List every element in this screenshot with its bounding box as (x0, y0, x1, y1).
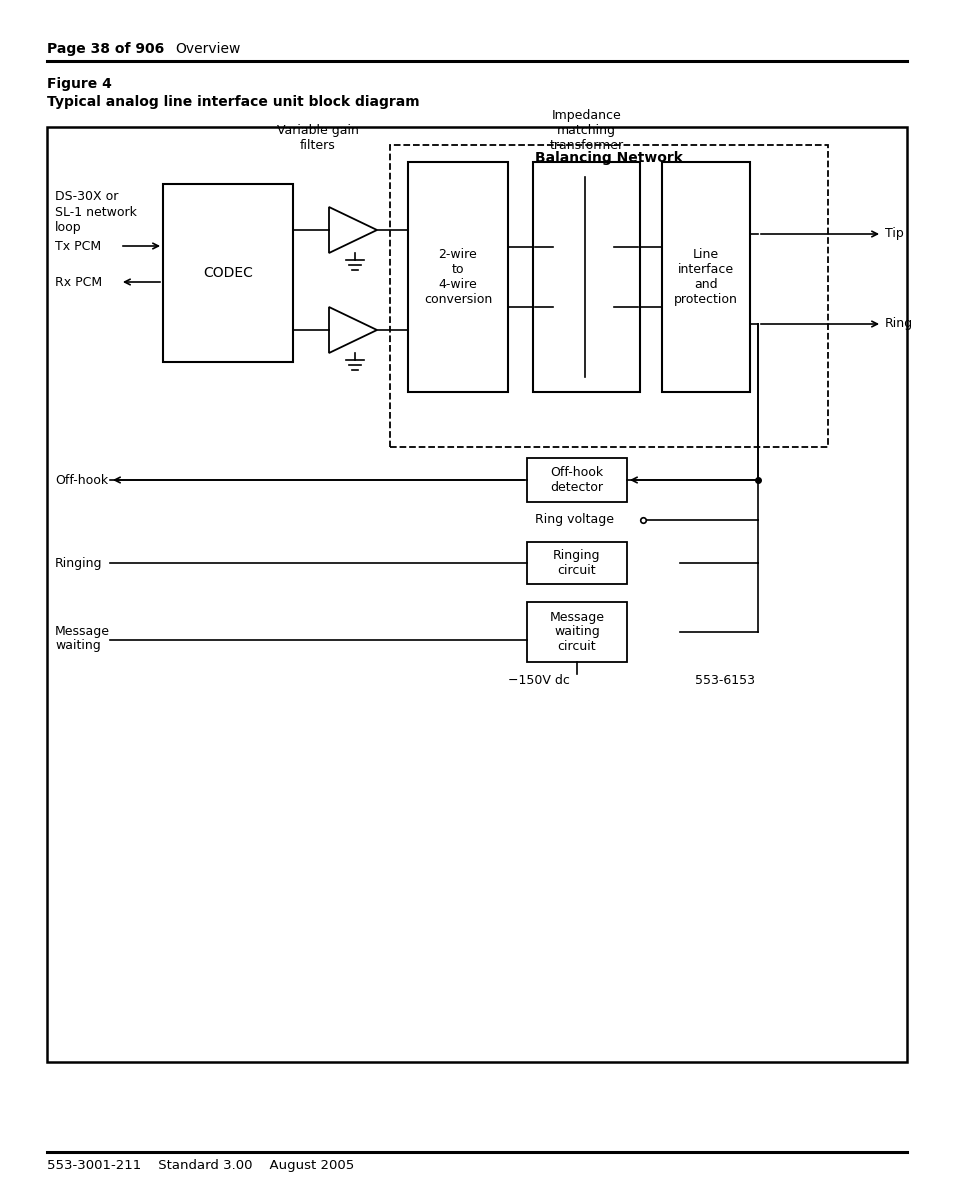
Text: Ringing
circuit: Ringing circuit (553, 549, 600, 577)
Text: 553-6153: 553-6153 (695, 673, 754, 686)
Text: Overview: Overview (174, 42, 240, 56)
Text: Variable gain
filters: Variable gain filters (276, 124, 358, 151)
Bar (526, 602, 626, 662)
Text: Balancing Network: Balancing Network (535, 151, 682, 165)
Text: Rx PCM: Rx PCM (55, 275, 102, 288)
Text: DS-30X or: DS-30X or (55, 190, 118, 203)
Bar (533, 162, 639, 392)
Text: Line
interface
and
protection: Line interface and protection (674, 248, 738, 307)
Text: Ring: Ring (884, 317, 912, 331)
Bar (408, 162, 507, 392)
Text: Ring voltage: Ring voltage (535, 513, 614, 526)
Bar (661, 162, 749, 392)
Text: SL-1 network: SL-1 network (55, 206, 136, 219)
Text: CODEC: CODEC (203, 266, 253, 280)
Text: Message: Message (55, 625, 110, 637)
Bar (390, 145, 827, 447)
Text: Figure 4: Figure 4 (47, 77, 112, 91)
Text: Off-hook
detector: Off-hook detector (550, 466, 603, 494)
Bar (47, 127, 906, 1063)
Text: Message
waiting
circuit: Message waiting circuit (549, 611, 604, 654)
Text: waiting: waiting (55, 639, 101, 653)
Text: Impedance
matching
transformer: Impedance matching transformer (549, 109, 623, 151)
Bar (163, 184, 293, 362)
Text: Tip: Tip (884, 227, 902, 240)
Text: Tx PCM: Tx PCM (55, 239, 101, 252)
Text: loop: loop (55, 220, 82, 233)
Text: Ringing: Ringing (55, 557, 102, 570)
Text: 553-3001-211    Standard 3.00    August 2005: 553-3001-211 Standard 3.00 August 2005 (47, 1159, 354, 1172)
Text: Typical analog line interface unit block diagram: Typical analog line interface unit block… (47, 95, 419, 109)
Text: 2-wire
to
4-wire
conversion: 2-wire to 4-wire conversion (423, 248, 492, 307)
Text: Page 38 of 906: Page 38 of 906 (47, 42, 164, 56)
Bar (526, 458, 626, 502)
Text: −150V dc: −150V dc (507, 673, 569, 686)
Bar (526, 542, 626, 584)
Text: Off-hook: Off-hook (55, 474, 108, 487)
